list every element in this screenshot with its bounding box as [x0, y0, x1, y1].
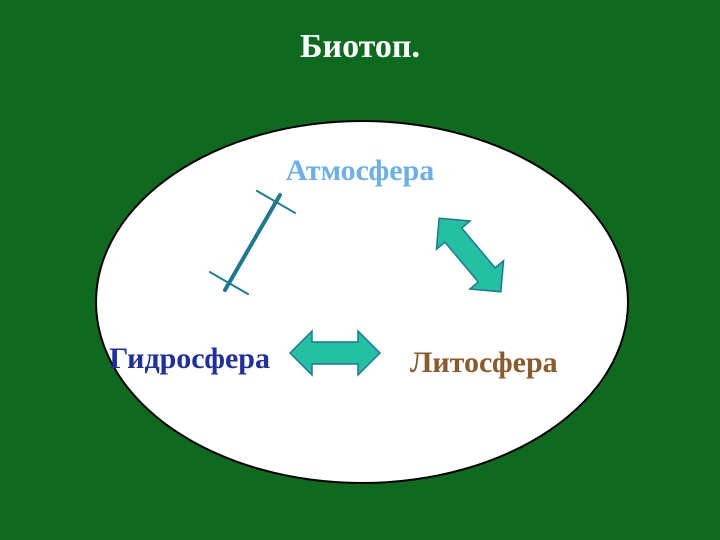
label-hydrosphere: Гидросфера [109, 342, 270, 376]
diagram-stage: Биотоп. Атмосфера Гидросфера Литосфера [0, 0, 720, 540]
label-lithosphere: Литосфера [410, 346, 558, 380]
page-title: Биотоп. [0, 28, 720, 66]
label-atmosphere: Атмосфера [286, 154, 435, 188]
